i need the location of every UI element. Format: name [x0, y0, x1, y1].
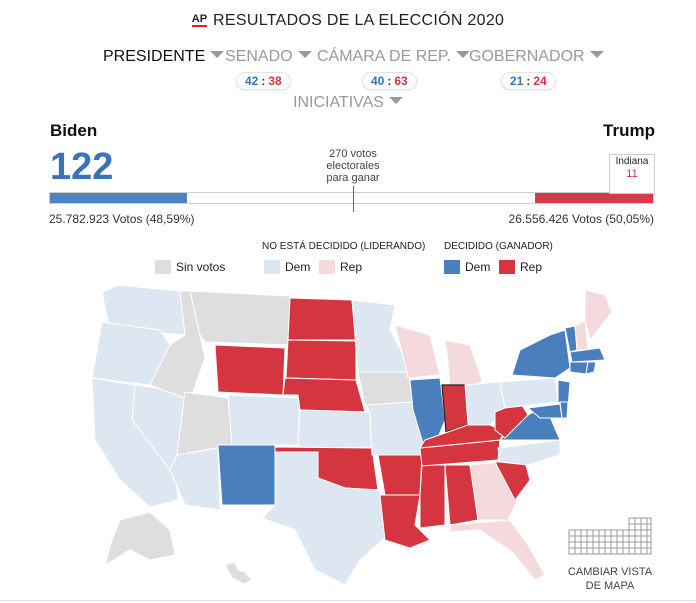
state-ri[interactable] [585, 361, 597, 375]
legend-dem-lead: Dem [264, 260, 310, 274]
legend-decided-header: DECIDIDO (GANADOR) [444, 241, 553, 252]
state-nc[interactable] [497, 439, 561, 466]
dem-popular-votes: 25.782.923 Votos (48,59%) [49, 212, 195, 226]
state-mt[interactable] [189, 290, 291, 346]
chevron-down-icon [388, 97, 403, 104]
page-title: RESULTADOS DE LA ELECCIÓN 2020 [213, 12, 505, 29]
dem-electoral-votes: 122 [50, 146, 114, 188]
state-tx[interactable] [261, 451, 389, 586]
legend-undecided-header: NO ESTÁ DECIDIDO (LIDERANDO) [262, 241, 426, 252]
state-nd[interactable] [287, 297, 357, 341]
state-ny[interactable] [511, 329, 571, 379]
state-ct[interactable] [569, 361, 589, 375]
state-co[interactable] [227, 394, 301, 446]
results-header: AP RESULTADOS DE LA ELECCIÓN 2020 [0, 12, 696, 30]
state-wi[interactable] [394, 324, 441, 379]
ap-logo: AP [191, 13, 208, 27]
state-hi[interactable] [224, 561, 253, 585]
legend-swatch-light-blue [264, 260, 280, 274]
state-ks[interactable] [297, 409, 373, 449]
tab-label: CÁMARA DE REP. [317, 48, 451, 65]
state-ma[interactable] [569, 347, 606, 363]
state-de[interactable] [559, 401, 569, 419]
legend-label: Dem [465, 260, 491, 274]
threshold-marker [353, 186, 354, 212]
state-me[interactable] [584, 289, 613, 341]
legend-swatch-blue [444, 260, 460, 274]
house-dem-count: 40 [371, 74, 385, 88]
senate-rep-count: 38 [268, 74, 282, 88]
legend-no-votes: Sin votos [155, 260, 225, 274]
dem-candidate-name: Biden [50, 121, 98, 140]
dem-ev-fill [50, 193, 187, 203]
tab-label: PRESIDENTE [103, 48, 206, 65]
state-pa[interactable] [499, 377, 559, 409]
senate-dem-count: 42 [245, 74, 259, 88]
senate-score-badge: 42:38 [236, 72, 291, 90]
tab-gobernador[interactable]: GOBERNADOR [469, 48, 604, 66]
legend-label: Sin votos [176, 260, 226, 274]
legend-rep-won: Rep [499, 260, 542, 274]
chevron-down-icon [589, 51, 604, 58]
legend-swatch-grey [155, 260, 171, 274]
tab-iniciativas[interactable]: INICIATIVAS [293, 94, 403, 112]
grid-map-icon [568, 517, 652, 555]
chevron-down-icon [297, 51, 312, 58]
threshold-label: 270 votos electorales para ganar [326, 148, 380, 184]
tab-label: SENADO [225, 48, 293, 65]
house-rep-count: 63 [394, 74, 408, 88]
tab-label: INICIATIVAS [293, 94, 384, 111]
tab-label: GOBERNADOR [469, 48, 585, 65]
legend-label: Dem [285, 260, 311, 274]
state-az[interactable] [169, 447, 221, 511]
score-separator: : [387, 74, 392, 88]
legend-label: Rep [520, 260, 543, 274]
legend-label: Rep [340, 260, 363, 274]
bottom-divider [0, 600, 696, 601]
rep-popular-votes: 26.556.426 Votos (50,05%) [508, 212, 654, 226]
state-wy[interactable] [214, 344, 286, 396]
state-ms[interactable] [419, 464, 446, 529]
state-in[interactable] [441, 384, 469, 433]
state-ia[interactable] [357, 371, 416, 406]
state-sd[interactable] [285, 339, 357, 381]
state-ak[interactable] [104, 511, 176, 566]
governor-dem-count: 21 [510, 74, 524, 88]
change-map-view-button[interactable]: CAMBIAR VISTA DE MAPA [560, 516, 660, 593]
state-ar[interactable] [377, 454, 423, 496]
state-tooltip: Indiana 11 [609, 154, 655, 194]
rep-ev-fill [535, 193, 653, 203]
tab-senado[interactable]: SENADO [225, 48, 312, 66]
tab-presidente[interactable]: PRESIDENTE [103, 48, 225, 66]
governor-rep-count: 24 [533, 74, 547, 88]
governor-score-badge: 21:24 [501, 72, 556, 90]
state-nm[interactable] [217, 444, 276, 506]
legend-dem-won: Dem [444, 260, 490, 274]
chevron-down-icon [455, 51, 470, 58]
legend-rep-lead: Rep [319, 260, 362, 274]
rep-candidate-name: Trump [603, 121, 655, 140]
legend-swatch-light-red [319, 260, 335, 274]
house-score-badge: 40:63 [362, 72, 417, 90]
score-separator: : [261, 74, 266, 88]
state-fl[interactable] [449, 519, 546, 581]
chevron-down-icon [210, 51, 225, 58]
tooltip-state: Indiana [615, 156, 649, 167]
legend-swatch-red [499, 260, 515, 274]
tooltip-value: 11 [626, 168, 638, 180]
tab-camara[interactable]: CÁMARA DE REP. [317, 48, 470, 66]
us-results-map [91, 284, 613, 586]
change-map-view-label: CAMBIAR VISTA DE MAPA [567, 566, 653, 592]
electoral-vote-bar [49, 192, 654, 204]
score-separator: : [526, 74, 531, 88]
